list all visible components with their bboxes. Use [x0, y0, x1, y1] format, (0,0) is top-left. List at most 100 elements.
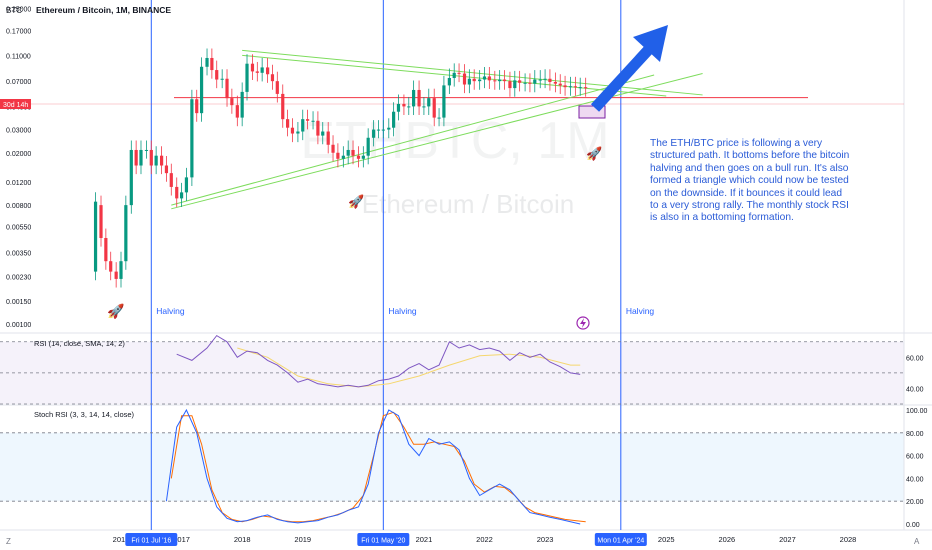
candle-body — [447, 77, 451, 86]
price-tick-label: 0.00230 — [6, 274, 31, 281]
current-price-badge[interactable] — [0, 99, 31, 109]
candle-body — [578, 87, 582, 89]
trendline-upper[interactable] — [242, 49, 703, 96]
price-tick-label: 0.00100 — [6, 322, 31, 329]
price-tick-label: 0.00150 — [6, 299, 31, 306]
candle-body — [462, 73, 467, 85]
year-tick-label: 2017 — [173, 535, 190, 544]
candle-body — [195, 99, 199, 114]
candle-body — [412, 89, 416, 107]
trendline-lower-2[interactable] — [171, 74, 655, 206]
annotation-box: The ETH/BTC price is following a very st… — [650, 138, 849, 223]
candle-body — [245, 63, 249, 92]
year-tick-label: 2028 — [840, 535, 857, 544]
year-tick-label: 2022 — [476, 535, 493, 544]
halving-date-badge[interactable] — [357, 533, 410, 546]
candle-body — [290, 127, 295, 134]
candle-body — [457, 72, 461, 74]
year-tick-label: 2027 — [779, 535, 796, 544]
candle-body — [553, 81, 557, 84]
year-tick-label: 2023 — [537, 535, 554, 544]
halving-date-badge[interactable] — [594, 533, 647, 546]
stoch-tick-label: 100.00 — [906, 408, 928, 415]
candle-body — [266, 67, 270, 75]
halving-date-label: Fri 01 Jul '16 — [131, 538, 171, 545]
year-tick-label: 2025 — [658, 535, 675, 544]
bullish-arrow[interactable] — [590, 25, 668, 112]
price-tick-label: 0.07000 — [6, 79, 31, 86]
time-axis[interactable]: 2016 2017 2018 2019 2021 2022 2023 2025 2026 2027… — [113, 533, 857, 546]
candle-body — [281, 93, 285, 120]
price-tick-label: 0.11000 — [6, 53, 31, 60]
candle-body — [260, 67, 264, 73]
candle-body — [169, 173, 173, 187]
candle-body — [381, 129, 385, 131]
rsi-legend[interactable]: RSI (14, close, SMA, 14, 2) — [34, 339, 125, 348]
year-tick-label: 2021 — [416, 535, 433, 544]
candle-body — [513, 80, 517, 89]
candle-body — [502, 79, 507, 82]
footer-left-icon[interactable]: Z — [6, 537, 11, 546]
indicator-levels — [0, 97, 904, 502]
candle-body — [104, 238, 108, 262]
candle-body — [372, 129, 376, 138]
chart-title[interactable]: Ethereum / Bitcoin, 1M, BINANCE — [36, 5, 171, 15]
candle-body — [584, 87, 588, 89]
stoch-tick-label: 40.00 — [906, 476, 924, 483]
candle-body — [361, 155, 365, 159]
candle-body — [543, 78, 547, 80]
price-tick-label: 0.03000 — [6, 128, 31, 135]
candle-body — [356, 155, 361, 159]
price-tick-label: 0.02000 — [6, 151, 31, 158]
candle-body — [442, 85, 446, 118]
price-tick-label: 0.01200 — [6, 180, 31, 187]
candle-body — [235, 105, 239, 118]
candle-body — [301, 119, 305, 132]
price-tick-label: 0.17000 — [6, 28, 31, 35]
candle-body — [478, 79, 482, 82]
candle-body — [432, 98, 436, 118]
halving-label: Halving — [388, 306, 417, 316]
candle-body — [467, 78, 471, 85]
candle-body — [184, 177, 189, 193]
price-tick-label: 0.25000 — [6, 6, 31, 13]
candle-body — [220, 78, 224, 80]
watermark-name: Ethereum / Bitcoin — [362, 189, 574, 219]
watermark-symbol: ETHBTC, 1M — [300, 112, 609, 170]
candle-body — [538, 79, 542, 81]
candle-body — [93, 201, 98, 272]
candle-body — [427, 98, 431, 107]
stoch-k-line — [165, 408, 581, 525]
rocket-icon: 🚀 — [107, 303, 125, 320]
stoch-tick-label: 20.00 — [906, 499, 924, 506]
candle-body — [230, 98, 234, 106]
price-axis[interactable]: 0.250000.170000.110000.070000.045000.030… — [0, 6, 928, 529]
candle-body — [422, 106, 426, 108]
rsi-tick-label: 60.00 — [906, 355, 924, 362]
halving-date-badge[interactable] — [125, 533, 178, 546]
halving-lines: Halving Halving Halving — [150, 0, 655, 530]
candle-body — [321, 131, 325, 136]
halving-label: Halving — [626, 306, 655, 316]
candle-body — [396, 103, 401, 112]
price-tick-label: 0.00550 — [6, 225, 31, 232]
candle-body — [316, 120, 320, 136]
lightning-icon[interactable] — [576, 316, 590, 330]
candle-body — [452, 72, 456, 78]
candle-body — [533, 79, 537, 84]
candle-body — [417, 89, 421, 107]
candle-body — [215, 70, 219, 80]
candle-body — [240, 91, 244, 118]
candle-body — [493, 80, 497, 82]
footer-right-icon[interactable]: A — [914, 537, 920, 546]
candle-body — [326, 131, 330, 145]
trendline-lower[interactable] — [171, 73, 703, 210]
stoch-legend[interactable]: Stoch RSI (3, 3, 14, 14, close) — [34, 410, 135, 419]
year-tick-label: 2026 — [718, 535, 735, 544]
candle-body — [154, 155, 158, 166]
stoch-tick-label: 0.00 — [906, 522, 920, 529]
candle-body — [508, 81, 512, 89]
candle-body — [190, 99, 194, 178]
candle-body — [109, 261, 113, 272]
